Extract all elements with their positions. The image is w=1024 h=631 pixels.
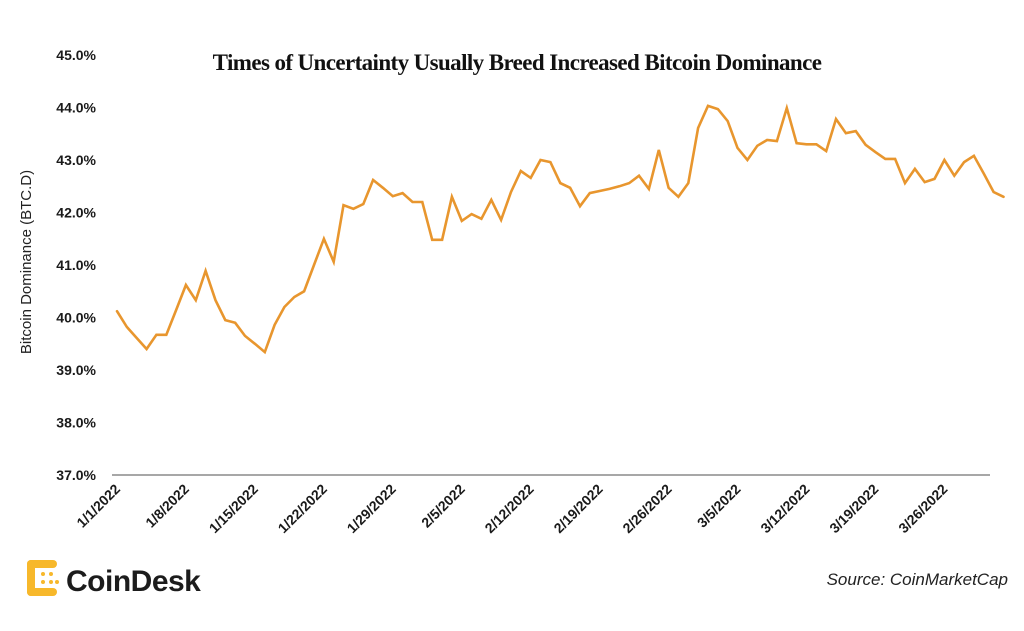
y-tick-label: 37.0% bbox=[56, 467, 96, 483]
x-tick-label: 1/1/2022 bbox=[73, 481, 123, 531]
x-tick-label: 3/19/2022 bbox=[826, 481, 882, 537]
x-tick-label: 1/22/2022 bbox=[275, 481, 331, 537]
y-tick-label: 43.0% bbox=[56, 152, 96, 168]
series-group bbox=[115, 103, 1005, 355]
x-tick-label: 1/29/2022 bbox=[344, 481, 400, 537]
x-tick-label: 2/26/2022 bbox=[619, 481, 675, 537]
y-tick-label: 44.0% bbox=[56, 100, 96, 116]
y-tick-label: 42.0% bbox=[56, 205, 96, 221]
source-caption: Source: CoinMarketCap bbox=[827, 570, 1008, 589]
y-tick-label: 38.0% bbox=[56, 415, 96, 431]
x-tick-label: 3/26/2022 bbox=[895, 481, 951, 537]
x-tick-label: 3/5/2022 bbox=[694, 481, 744, 531]
x-tick-label: 3/12/2022 bbox=[757, 481, 813, 537]
coindesk-logo bbox=[27, 560, 59, 596]
x-axis-ticks: 1/1/2022 1/8/2022 1/15/2022 1/22/2022 1/29/2… bbox=[73, 481, 950, 537]
coindesk-brand-name: CoinDesk bbox=[66, 565, 201, 598]
x-tick-label: 1/15/2022 bbox=[206, 481, 262, 537]
x-tick-label: 2/12/2022 bbox=[481, 481, 537, 537]
chart-title: Times of Uncertainty Usually Breed Incre… bbox=[213, 50, 822, 75]
series-line-btc-dominance bbox=[115, 103, 1005, 355]
x-tick-label: 1/8/2022 bbox=[142, 481, 192, 531]
y-tick-label: 39.0% bbox=[56, 362, 96, 378]
y-tick-label: 41.0% bbox=[56, 257, 96, 273]
y-axis-ticks: 37.0% 38.0% 39.0% 40.0% 41.0% 42.0% 43.0% 44.0%… bbox=[56, 47, 96, 483]
y-tick-label: 40.0% bbox=[56, 310, 96, 326]
y-axis-label: Bitcoin Dominance (BTC.D) bbox=[18, 170, 35, 354]
x-tick-label: 2/5/2022 bbox=[418, 481, 468, 531]
coindesk-logo-mark-icon bbox=[27, 560, 59, 596]
x-tick-label: 2/19/2022 bbox=[550, 481, 606, 537]
y-tick-label: 45.0% bbox=[56, 47, 96, 63]
